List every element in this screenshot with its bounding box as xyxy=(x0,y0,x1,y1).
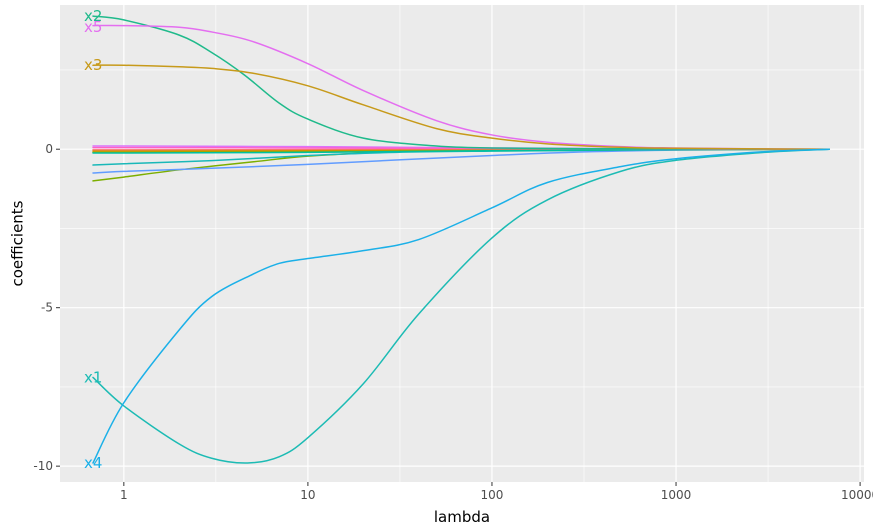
series-label-x4: x4 xyxy=(84,454,102,472)
y-axis-title: coefficients xyxy=(9,200,27,286)
series-label-x5: x5 xyxy=(84,18,102,36)
series-lines xyxy=(92,15,831,464)
series-label-x2: x2 xyxy=(84,7,102,25)
minor-gridlines xyxy=(60,5,864,482)
y-tick-label: -5 xyxy=(41,301,53,315)
x-axis-title: lambda xyxy=(434,508,490,526)
series-line-x1 xyxy=(92,148,831,464)
plot-panel xyxy=(60,5,864,482)
x-tick-label: 100 xyxy=(481,488,504,502)
series-label-x1: x1 xyxy=(84,368,102,386)
y-tick-label: -10 xyxy=(33,459,53,473)
y-tick-label: 0 xyxy=(45,142,53,156)
series-line-x3 xyxy=(92,64,831,150)
y-axis: 0 -5 -10 xyxy=(33,142,60,473)
series-label-x3: x3 xyxy=(84,56,102,74)
x-tick-label: 1 xyxy=(120,488,128,502)
x-tick-label: 10 xyxy=(300,488,315,502)
series-line-x4 xyxy=(92,148,831,464)
x-tick-label: 1000 xyxy=(661,488,692,502)
